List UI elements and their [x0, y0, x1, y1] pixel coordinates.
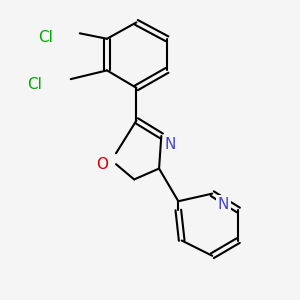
Text: Cl: Cl	[27, 77, 42, 92]
Text: N: N	[218, 197, 229, 212]
Text: Cl: Cl	[38, 30, 53, 45]
Text: N: N	[165, 137, 176, 152]
Text: O: O	[96, 157, 108, 172]
